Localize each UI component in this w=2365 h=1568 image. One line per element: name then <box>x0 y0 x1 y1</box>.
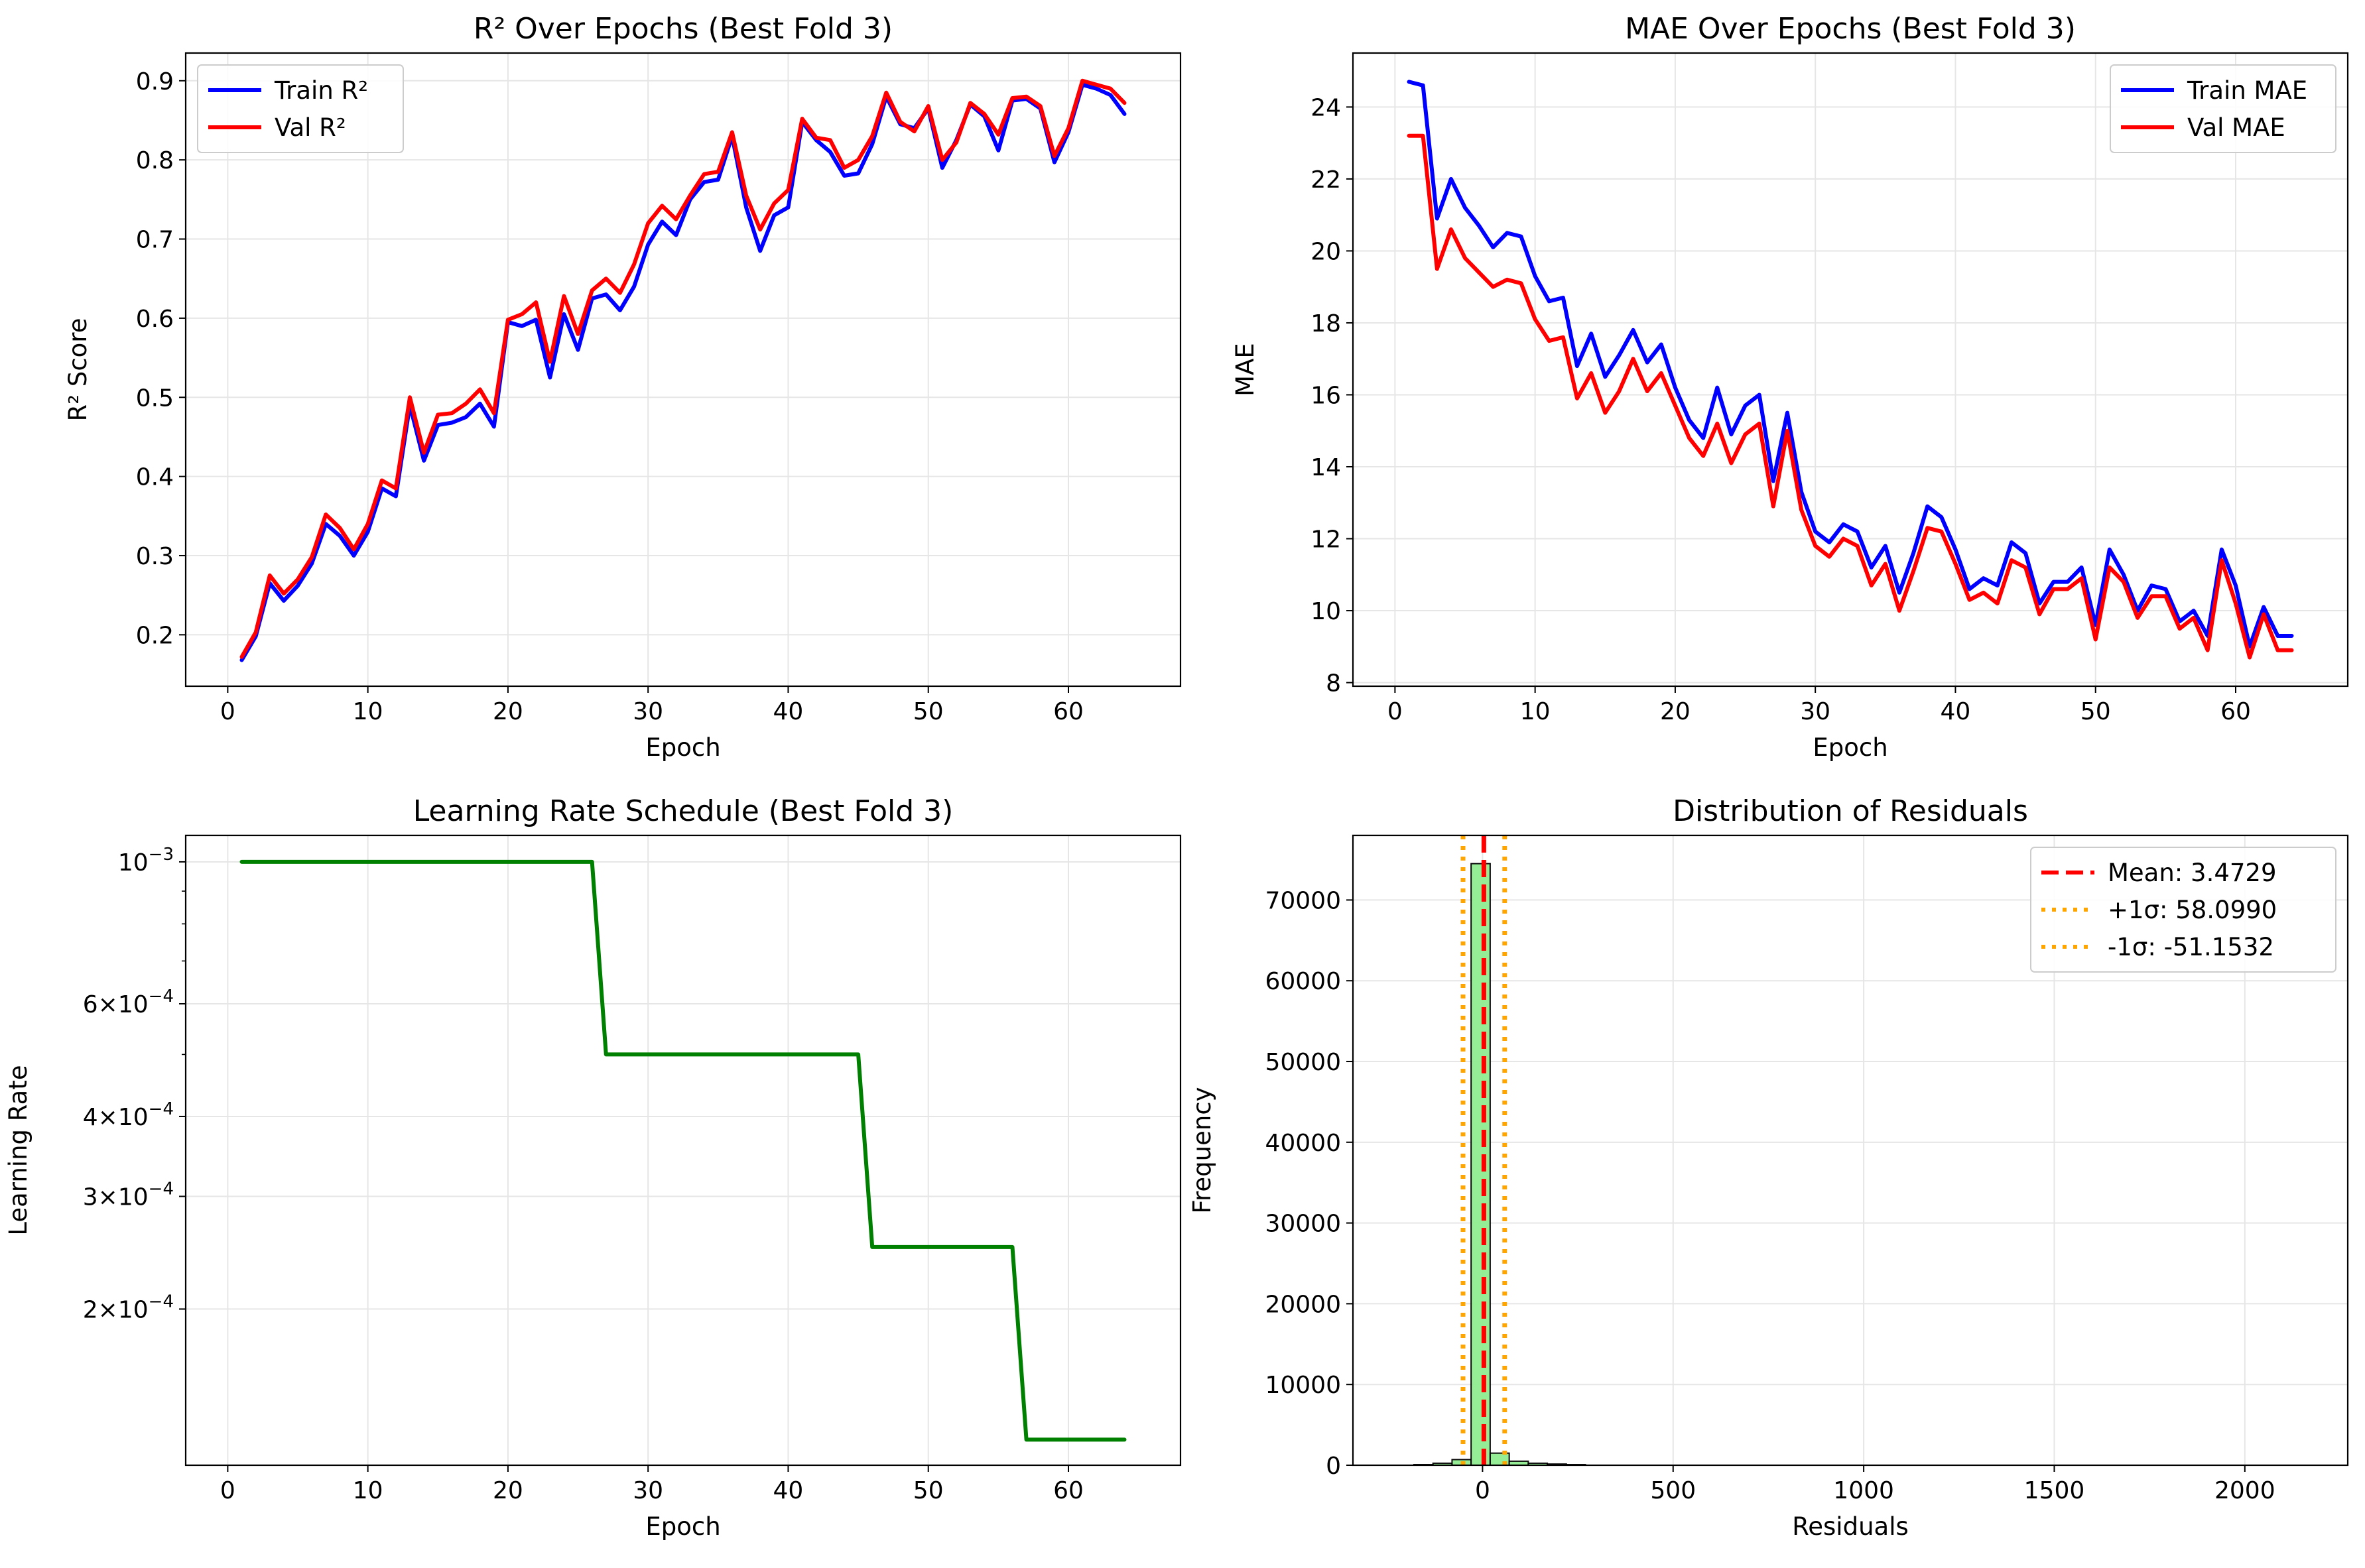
legend-label: Train MAE <box>2187 76 2307 105</box>
chart-r2: 0 10 20 30 40 50 60 0.2 0.3 0.4 0.5 0.6 0.7 0.8 0.9 R² … <box>64 12 1182 762</box>
legend-label: Train R² <box>274 76 368 105</box>
x-tick-label: 20 <box>1660 698 1691 725</box>
y-axis-label: Frequency <box>1188 1087 1216 1213</box>
y-tick-label: 60000 <box>1265 968 1341 995</box>
x-tick-label: 0 <box>220 1477 235 1504</box>
x-tick-label: 50 <box>913 698 944 725</box>
x-tick-label: 30 <box>1800 698 1830 725</box>
x-axis-label: Epoch <box>645 733 720 762</box>
y-tick-label: 0.8 <box>136 147 174 174</box>
y-tick-label: 10−3 <box>118 845 174 876</box>
x-tick-label: 0 <box>1475 1477 1490 1504</box>
x-axis-label: Epoch <box>645 1512 720 1541</box>
y-tick-label: 50000 <box>1265 1049 1341 1076</box>
y-tick-label: 10000 <box>1265 1372 1341 1399</box>
series-line-0 <box>239 859 1127 1442</box>
y-tick-label: 4×10−4 <box>83 1099 174 1131</box>
x-tick-label: 1500 <box>2024 1477 2085 1504</box>
y-tick-label: 24 <box>1310 94 1341 121</box>
y-tick-label: 14 <box>1310 454 1341 481</box>
x-tick-label: 1000 <box>1833 1477 1894 1504</box>
y-tick-label: 0.3 <box>136 543 174 570</box>
x-tick-label: 20 <box>493 698 523 725</box>
legend-label: +1σ: 58.0990 <box>2108 896 2277 924</box>
legend: Mean: 3.4729 +1σ: 58.0990 -1σ: -51.1532 <box>2030 847 2336 973</box>
y-tick-label: 0 <box>1326 1453 1341 1480</box>
x-tick-label: 10 <box>1520 698 1551 725</box>
plot-area <box>239 859 1127 1442</box>
x-tick-label: 50 <box>913 1477 944 1504</box>
x-tick-label: 0 <box>1387 698 1403 725</box>
axes-frame <box>184 52 1182 688</box>
y-tick-label: 0.9 <box>136 68 174 95</box>
legend-box <box>197 64 404 153</box>
y-axis-label: MAE <box>1231 343 1259 396</box>
y-tick-label: 12 <box>1310 526 1341 554</box>
x-tick-label: 20 <box>493 1477 523 1504</box>
y-tick-label: 16 <box>1310 382 1341 409</box>
x-tick-label: 500 <box>1650 1477 1696 1504</box>
chart-lr: 0 10 20 30 40 50 60 10−3 6×10−4 4×10−4 3×10−4 2×10−… <box>4 794 1182 1541</box>
x-tick-label: 40 <box>1941 698 1971 725</box>
y-tick-label: 10 <box>1310 598 1341 625</box>
x-axis-label: Residuals <box>1792 1512 1909 1541</box>
series-line-0 <box>1407 80 2294 649</box>
plot-area <box>239 78 1127 662</box>
legend-label: Val R² <box>275 113 346 142</box>
y-tick-label: 18 <box>1310 310 1341 337</box>
x-tick-label: 60 <box>2220 698 2251 725</box>
histogram-bar <box>1470 863 1491 1465</box>
x-tick-label: 50 <box>2080 698 2111 725</box>
y-tick-label: 0.2 <box>136 622 174 649</box>
y-tick-label: 2×10−4 <box>83 1292 174 1323</box>
y-axis-label: R² Score <box>64 318 92 422</box>
axes-frame <box>184 834 1182 1467</box>
y-tick-label: 0.7 <box>136 227 174 254</box>
chart-title: MAE Over Epochs (Best Fold 3) <box>1625 12 2076 46</box>
legend-box <box>2030 847 2336 973</box>
x-tick-label: 10 <box>353 698 383 725</box>
y-tick-label: 0.5 <box>136 385 174 412</box>
x-tick-label: 30 <box>633 1477 663 1504</box>
chart-title: Distribution of Residuals <box>1673 794 2028 828</box>
y-tick-label: 20 <box>1310 238 1341 265</box>
legend: Train R² Val R² <box>197 64 404 153</box>
series-line-1 <box>239 78 1127 659</box>
y-tick-label: 6×10−4 <box>83 987 174 1018</box>
x-tick-label: 0 <box>220 698 235 725</box>
y-tick-label: 8 <box>1326 670 1341 697</box>
x-axis-label: Epoch <box>1813 733 1887 762</box>
chart-residuals: 0 500 1000 1500 2000010000200003000040000500… <box>1188 794 2349 1541</box>
y-tick-label: 20000 <box>1265 1291 1341 1318</box>
series-line-1 <box>1407 133 2294 660</box>
plot-area <box>1413 835 1586 1465</box>
legend: Train MAE Val MAE <box>2110 64 2336 153</box>
x-tick-label: 40 <box>773 698 804 725</box>
legend-box <box>2110 64 2336 153</box>
axes-frame <box>1352 834 2349 1467</box>
y-axis-label: Learning Rate <box>4 1065 32 1235</box>
legend-label: Val MAE <box>2187 113 2285 142</box>
x-tick-label: 2000 <box>2214 1477 2275 1504</box>
legend-label: -1σ: -51.1532 <box>2108 933 2274 961</box>
axes-frame <box>1352 52 2349 688</box>
y-tick-label: 0.6 <box>136 306 174 333</box>
legend-label: Mean: 3.4729 <box>2108 859 2277 887</box>
chart-title: R² Over Epochs (Best Fold 3) <box>474 12 893 46</box>
chart-title: Learning Rate Schedule (Best Fold 3) <box>413 794 954 828</box>
x-tick-label: 60 <box>1053 1477 1084 1504</box>
x-tick-label: 60 <box>1053 698 1084 725</box>
x-tick-label: 10 <box>353 1477 383 1504</box>
y-tick-label: 3×10−4 <box>83 1179 174 1211</box>
y-tick-label: 22 <box>1310 166 1341 194</box>
y-tick-label: 0.4 <box>136 464 174 491</box>
chart-mae: 0 10 20 30 40 50 60 8 10 12 14 16 18 20 22 24 MAE Over E… <box>1231 12 2349 762</box>
plot-area <box>1407 80 2294 660</box>
x-tick-label: 30 <box>633 698 663 725</box>
y-tick-label: 30000 <box>1265 1211 1341 1238</box>
x-tick-label: 40 <box>773 1477 804 1504</box>
y-tick-label: 70000 <box>1265 887 1341 914</box>
y-tick-label: 40000 <box>1265 1130 1341 1157</box>
